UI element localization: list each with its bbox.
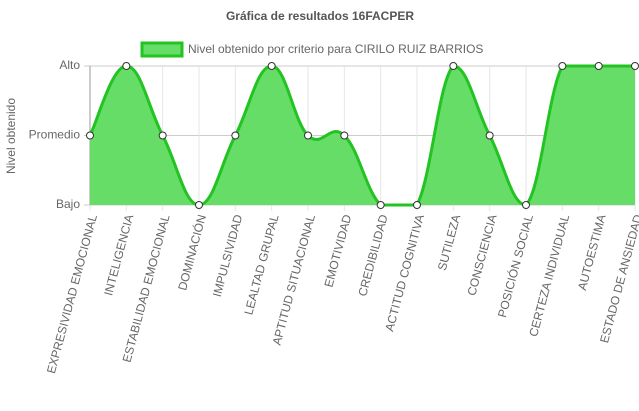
x-tick-label: AUTOESTIMA (575, 213, 609, 292)
data-point (304, 131, 312, 140)
legend-label: Nivel obtenido por criterio para CIRILO … (188, 42, 483, 56)
area-fill (90, 66, 635, 205)
data-point (558, 62, 567, 70)
x-tick-label: CREDIBILIDAD (355, 213, 390, 298)
x-tick-label: LEALTAD GRUPAL (241, 213, 281, 317)
x-tick-label: IMPULSIVIDAD (210, 213, 246, 299)
x-tick-label: DOMINACIÓN (174, 213, 209, 292)
area-line (88, 64, 635, 207)
data-point (631, 62, 639, 70)
x-tick-label: CONSCIENCIA (465, 213, 500, 297)
data-point (231, 131, 240, 140)
data-point (195, 201, 203, 209)
x-tick-label: POSICIÓN SOCIAL (494, 212, 536, 319)
data-point (158, 131, 167, 140)
data-point (594, 62, 603, 70)
data-point (86, 131, 94, 140)
x-tick-label: SUTILEZA (435, 213, 463, 272)
data-point (122, 62, 131, 70)
legend-swatch (140, 41, 184, 58)
chart-title: Gráfica de resultados 16FACPER (226, 9, 414, 23)
x-tick-label: EXPRESIVIDAD EMOCIONAL (44, 213, 100, 375)
data-point (522, 201, 530, 209)
data-point (376, 201, 385, 209)
x-tick-label: INTELIGENCIA (101, 213, 136, 297)
y-tick-label: Bajo (56, 197, 80, 211)
data-point (267, 62, 276, 70)
data-point (485, 131, 494, 140)
data-point (340, 131, 349, 140)
y-tick-label: Alto (59, 58, 80, 72)
x-tick-label: CERTEZA INDIVIDUAL (526, 213, 572, 338)
y-axis-label: Nivel obtenido (4, 98, 18, 174)
x-tick-label: ACTITUD COGNITIVA (382, 213, 427, 333)
x-tick-label: EMOTIVIDAD (321, 213, 354, 289)
y-tick-label: Promedio (29, 128, 81, 142)
data-point (413, 201, 421, 209)
data-point (449, 62, 458, 70)
